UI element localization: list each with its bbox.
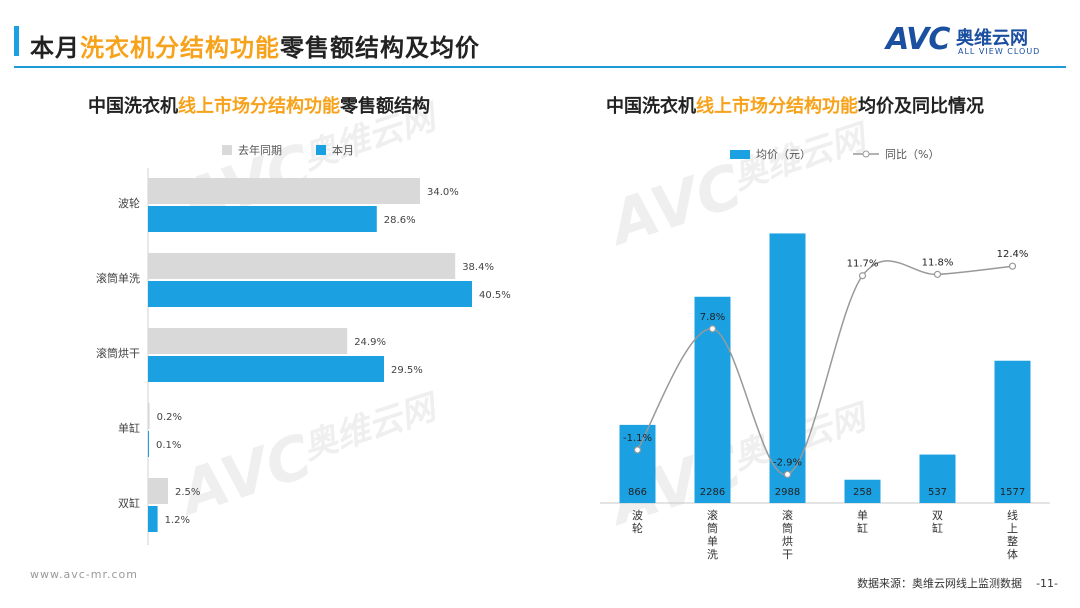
- right-chart-legend: 均价（元） 同比（%）: [730, 146, 939, 162]
- category-label: 双缸: [118, 496, 140, 510]
- legend-swatch-last-year: [222, 145, 232, 155]
- avc-logo: AVC 奥维云网 ALL VIEW CLOUD: [886, 22, 1041, 57]
- category-label: 上: [1007, 522, 1018, 535]
- yoy-label: 12.4%: [997, 249, 1029, 260]
- data-label: 2.5%: [175, 487, 200, 498]
- bar: [148, 506, 158, 532]
- right-combo-chart: 866波轮2286滚筒单洗2988滚筒烘干258单缸537双缸1577线上整体-…: [600, 233, 1050, 561]
- category-label: 波: [632, 509, 643, 522]
- category-label: 缸: [857, 521, 868, 535]
- title-accent-bar: [14, 26, 19, 56]
- category-label: 筒: [782, 521, 793, 535]
- yoy-line: [636, 260, 1013, 476]
- legend-swatch-price: [730, 149, 750, 159]
- right-chart-title: 中国洗衣机线上市场分结构功能均价及同比情况: [606, 96, 984, 117]
- yoy-point: [858, 272, 867, 280]
- data-label: 29.5%: [391, 365, 423, 376]
- data-label: 0.1%: [156, 440, 181, 451]
- data-label: 0.2%: [157, 412, 182, 423]
- yoy-label: -1.1%: [623, 433, 652, 444]
- category-label: 筒: [707, 521, 718, 535]
- category-label: 单缸: [118, 421, 140, 435]
- yoy-point: [783, 470, 792, 479]
- data-label: 38.4%: [462, 262, 494, 273]
- data-label: 1.2%: [165, 515, 190, 526]
- data-label: 40.5%: [479, 290, 511, 301]
- bar: [148, 206, 377, 232]
- category-label: 双: [932, 509, 943, 522]
- bar-value-label: 866: [628, 487, 647, 498]
- bar: [148, 281, 472, 307]
- legend-line-yoy: [853, 150, 879, 158]
- legend-swatch-this-month: [316, 145, 326, 155]
- category-label: 滚: [782, 508, 793, 522]
- yoy-label: 7.8%: [700, 312, 725, 323]
- yoy-point: [633, 446, 642, 454]
- yoy-point: [708, 325, 717, 333]
- category-label: 单: [857, 509, 868, 522]
- category-label: 整: [1007, 534, 1018, 548]
- bar: [148, 328, 348, 354]
- bar: [148, 478, 168, 504]
- bar-value-label: 2988: [775, 487, 800, 498]
- bar: [769, 233, 806, 503]
- left-bar-chart: 波轮 34.0% 28.6% 滚筒单洗 38.4% 40.5% 滚筒烘干 24.9% 29.5%…: [96, 168, 511, 545]
- bar: [919, 454, 956, 503]
- yoy-label: 11.8%: [922, 257, 954, 268]
- footer-url: www.avc-mr.com: [30, 568, 138, 581]
- bar: [148, 431, 149, 457]
- bar: [148, 253, 456, 279]
- category-label: 波轮: [118, 196, 140, 210]
- bar-value-label: 1577: [1000, 487, 1025, 498]
- bar-value-label: 258: [853, 487, 872, 498]
- yoy-point: [933, 270, 942, 278]
- bar-value-label: 2286: [700, 487, 725, 498]
- category-label: 干: [782, 548, 793, 561]
- title-divider: [14, 66, 1066, 68]
- left-chart-legend: 去年同期 本月: [222, 142, 354, 158]
- left-chart-title: 中国洗衣机线上市场分结构功能零售额结构: [88, 96, 430, 117]
- bar-value-label: 537: [928, 487, 947, 498]
- footer-source: 数据来源：奥维云网线上监测数据 -11-: [857, 577, 1058, 590]
- category-label: 滚: [707, 508, 718, 522]
- category-label: 单: [707, 535, 718, 548]
- data-label: 28.6%: [384, 215, 416, 226]
- yoy-label: 11.7%: [847, 259, 879, 270]
- category-label: 线: [1007, 508, 1018, 522]
- category-label: 洗: [707, 548, 718, 561]
- page-title: 本月洗衣机分结构功能零售额结构及均价: [30, 34, 480, 62]
- bar: [148, 356, 384, 382]
- category-label: 轮: [632, 521, 643, 535]
- category-label: 滚筒单洗: [96, 271, 140, 285]
- yoy-point: [1008, 262, 1017, 270]
- category-label: 体: [1007, 547, 1018, 561]
- category-label: 滚筒烘干: [96, 346, 140, 360]
- bar: [844, 479, 881, 503]
- category-label: 缸: [932, 521, 943, 535]
- bar: [148, 403, 150, 429]
- bar: [619, 424, 656, 503]
- bar: [148, 178, 420, 204]
- category-label: 烘: [782, 534, 793, 548]
- data-label: 24.9%: [354, 337, 386, 348]
- bar: [994, 360, 1031, 503]
- yoy-label: -2.9%: [773, 457, 802, 468]
- data-label: 34.0%: [427, 187, 459, 198]
